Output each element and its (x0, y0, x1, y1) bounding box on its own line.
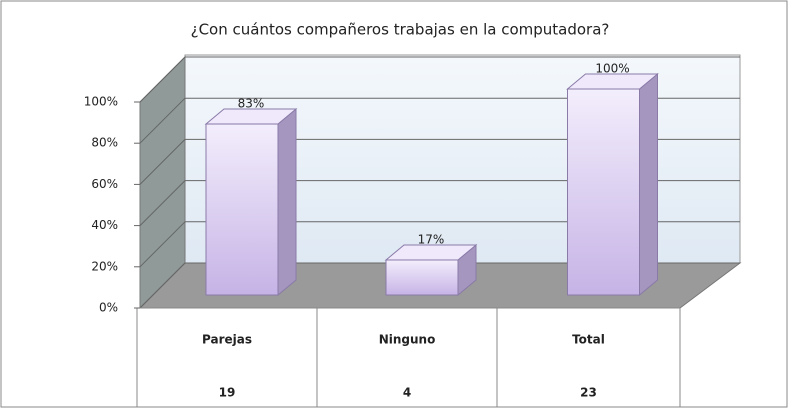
y-tick-label: 60% (91, 177, 118, 191)
y-tick-label: 20% (91, 259, 118, 273)
grid-line (139, 262, 186, 309)
bar-side (639, 72, 658, 297)
grid-line (139, 97, 186, 144)
data-label: 100% (595, 62, 629, 76)
data-table (136, 307, 681, 408)
bar-front (205, 123, 279, 296)
y-tick-label: 40% (91, 218, 118, 232)
data-label: 17% (418, 232, 445, 246)
count-label: 4 (403, 386, 411, 400)
bar (384, 243, 478, 297)
y-tick-label: 80% (91, 136, 118, 150)
bar-front (567, 88, 640, 296)
bar (566, 72, 659, 297)
grid-line (139, 139, 186, 185)
category-label: Ninguno (379, 333, 436, 347)
grid-line (139, 180, 186, 226)
y-tick-label: 0% (99, 301, 118, 315)
category-label: Total (572, 333, 605, 347)
grid-line (139, 56, 186, 103)
y-tick-label: 100% (84, 95, 118, 109)
bar (204, 107, 298, 297)
chart-title: ¿Con cuántos compañeros trabajas en la c… (191, 21, 610, 39)
count-label: 19 (219, 386, 236, 400)
data-label: 83% (238, 97, 265, 111)
bar-front (385, 259, 459, 296)
category-label: Parejas (202, 333, 252, 347)
count-label: 23 (580, 386, 597, 400)
grid-line (139, 221, 186, 268)
bar-side (277, 107, 297, 297)
